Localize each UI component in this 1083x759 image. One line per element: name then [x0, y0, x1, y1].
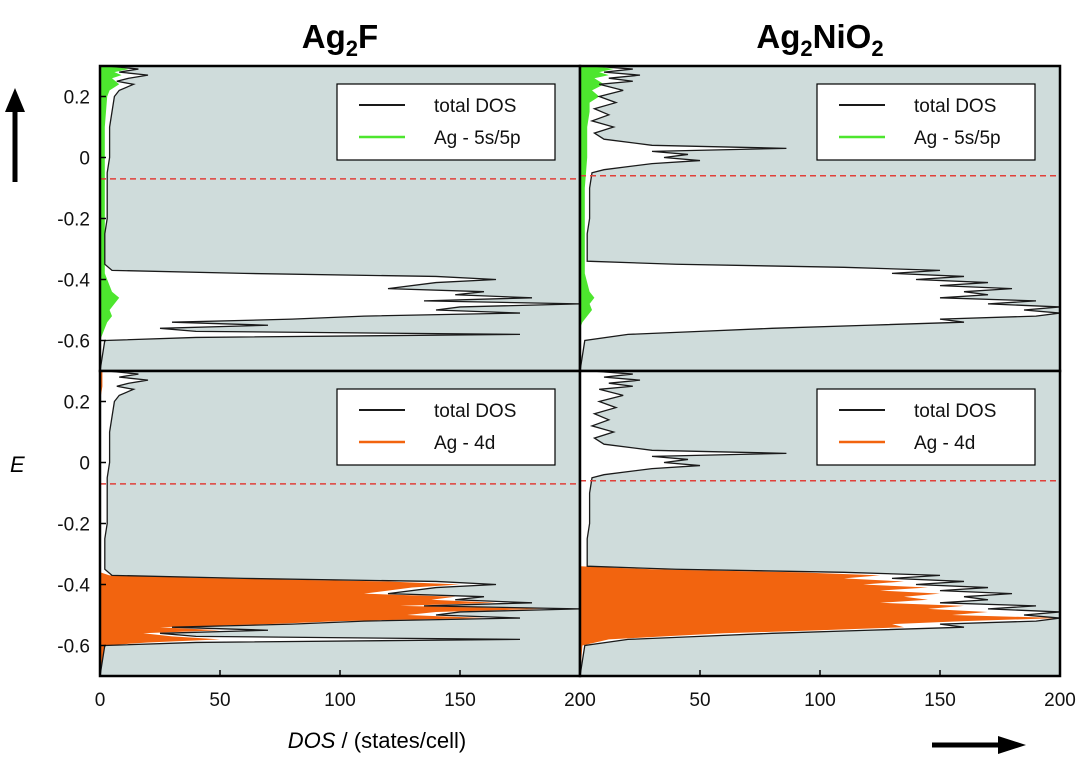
legend-label-total: total DOS [434, 401, 516, 422]
y-axis-title: E [10, 452, 25, 477]
x-tick-label: 100 [324, 690, 356, 711]
y-tick-label: -0.4 [57, 576, 90, 597]
y-tick-label: -0.4 [57, 271, 90, 292]
legend-box [336, 388, 556, 466]
legend-label-partial: Ag - 5s/5p [914, 128, 1001, 149]
partial-dos-area [580, 371, 1060, 676]
column-title-ag2nio2: Ag2NiO2 [756, 18, 883, 61]
y-tick-label: -0.2 [57, 515, 90, 536]
legend-label-total: total DOS [914, 401, 996, 422]
legend-box [336, 83, 556, 161]
x-tick-label: 150 [924, 690, 956, 711]
x-axis-title: DOS / (states/cell) [288, 728, 467, 753]
legend-box [816, 388, 1036, 466]
x-tick-label: 200 [1044, 690, 1076, 711]
y-tick-label: 0.2 [64, 393, 90, 414]
column-title-ag2f: Ag2F [302, 18, 378, 61]
y-tick-label: 0 [79, 454, 90, 475]
legend-label-total: total DOS [914, 96, 996, 117]
x-tick-label: 150 [444, 690, 476, 711]
legend-label-partial: Ag - 5s/5p [434, 128, 521, 149]
partial-dos-area [100, 66, 129, 371]
y-tick-label: 0 [79, 149, 90, 170]
x-tick-label: 0 [95, 690, 106, 711]
total-dos-line [580, 66, 1060, 371]
y-tick-label: -0.6 [57, 637, 90, 658]
total-dos-line [100, 371, 580, 676]
legend-label-partial: Ag - 4d [914, 433, 975, 454]
y-tick-label: -0.6 [57, 332, 90, 353]
y-tick-label: 0.2 [64, 88, 90, 109]
partial-dos-area [100, 371, 544, 676]
x-tick-label: 200 [564, 690, 596, 711]
x-tick-label: 100 [804, 690, 836, 711]
legend-label-partial: Ag - 4d [434, 433, 495, 454]
total-dos-area [580, 66, 1060, 371]
partial-dos-area [580, 66, 614, 371]
x-tick-label: 0 [575, 690, 586, 711]
energy-arrow-icon [5, 88, 25, 182]
total-dos-line [100, 66, 580, 371]
x-tick-label: 50 [689, 690, 710, 711]
legend-label-total: total DOS [434, 96, 516, 117]
y-tick-label: -0.2 [57, 210, 90, 231]
dos-arrow-icon [932, 736, 1026, 754]
total-dos-line [580, 371, 1060, 676]
legend-box [816, 83, 1036, 161]
total-dos-area [100, 66, 580, 371]
x-tick-label: 50 [209, 690, 230, 711]
